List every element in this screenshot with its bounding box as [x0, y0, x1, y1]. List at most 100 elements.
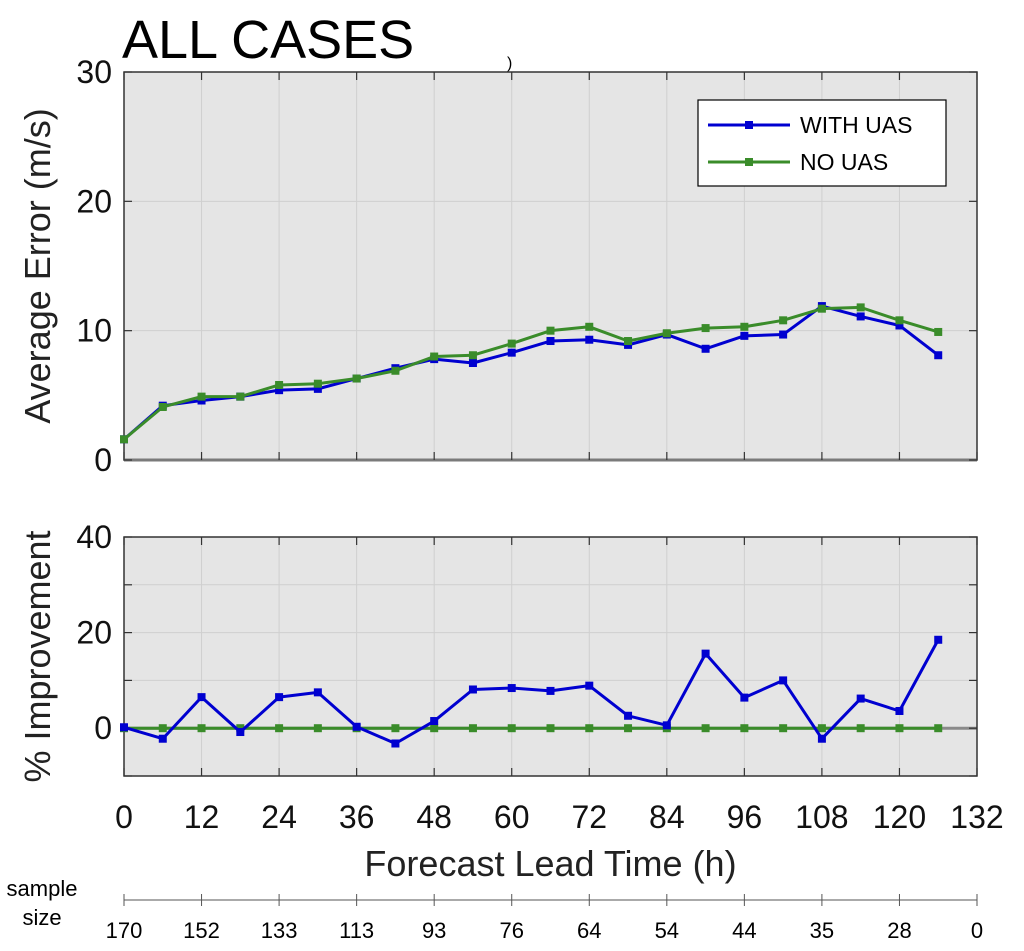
data-point-no-uas	[701, 724, 710, 733]
data-point-no-uas	[856, 724, 865, 733]
data-point-with-uas	[313, 688, 322, 697]
x-tick-label: 84	[649, 799, 685, 835]
sample-size-value: 76	[499, 918, 523, 943]
data-point-with-uas	[507, 348, 516, 357]
data-point-no-uas	[391, 366, 400, 375]
y-tick-label: 0	[94, 442, 112, 478]
y-axis-label: % Improvement	[17, 530, 58, 782]
legend-label-with-uas: WITH UAS	[800, 112, 912, 138]
data-point-with-uas	[352, 722, 361, 731]
data-point-with-uas	[895, 321, 904, 330]
data-point-no-uas	[391, 724, 400, 733]
sample-size-value: 170	[106, 918, 143, 943]
data-point-with-uas	[662, 721, 671, 730]
y-tick-label: 10	[76, 313, 112, 349]
y-axis-label: Average Error (m/s)	[17, 108, 58, 423]
data-point-with-uas	[275, 386, 284, 395]
data-point-with-uas	[856, 312, 865, 321]
x-tick-label: 120	[873, 799, 926, 835]
data-point-with-uas	[546, 337, 555, 346]
sample-size-value: 64	[577, 918, 601, 943]
data-point-with-uas	[779, 330, 788, 339]
data-point-no-uas	[275, 724, 284, 733]
chart-title: ALL CASES	[122, 10, 414, 70]
data-point-no-uas	[236, 392, 245, 401]
x-tick-label: 0	[115, 799, 133, 835]
data-point-no-uas	[856, 303, 865, 312]
axes-box	[123, 536, 978, 777]
series-line-with-uas	[123, 304, 940, 441]
x-tick-label: 48	[416, 799, 452, 835]
data-point-with-uas	[624, 711, 633, 720]
data-point-no-uas	[585, 724, 594, 733]
legend-label-no-uas: NO UAS	[800, 149, 888, 175]
x-tick-label: 96	[727, 799, 763, 835]
data-point-with-uas	[779, 676, 788, 685]
data-point-no-uas	[313, 724, 322, 733]
data-point-with-uas	[158, 734, 167, 743]
data-point-no-uas	[507, 339, 516, 348]
data-point-no-uas	[197, 724, 206, 733]
data-point-no-uas	[817, 724, 826, 733]
data-point-with-uas	[701, 649, 710, 658]
sample-size-axis: sample size 170 152 133 113 93 76 64 54 44 35 28 0	[7, 876, 984, 943]
data-point-no-uas	[275, 380, 284, 389]
data-point-no-uas	[197, 392, 206, 401]
data-point-with-uas	[895, 706, 904, 715]
data-point-with-uas	[275, 693, 284, 702]
y-tick-label: 0	[94, 710, 112, 746]
data-point-with-uas	[197, 693, 206, 702]
data-point-no-uas	[934, 724, 943, 733]
data-point-no-uas	[313, 379, 322, 388]
data-point-no-uas	[624, 337, 633, 346]
x-tick-label: 12	[184, 799, 220, 835]
data-point-with-uas	[430, 717, 439, 726]
legend-marker-with-uas	[745, 121, 753, 129]
data-point-no-uas	[779, 724, 788, 733]
x-tick-label: 60	[494, 799, 530, 835]
sample-size-value: 44	[732, 918, 756, 943]
data-point-no-uas	[740, 724, 749, 733]
data-point-with-uas	[740, 331, 749, 340]
data-point-with-uas	[507, 684, 516, 693]
y-tick-label: 20	[76, 183, 112, 219]
sample-size-value: 54	[655, 918, 679, 943]
data-point-with-uas	[934, 351, 943, 360]
data-point-no-uas	[430, 724, 439, 733]
data-point-with-uas	[468, 359, 477, 367]
data-point-no-uas	[120, 435, 128, 444]
sample-size-label-line1: sample	[7, 876, 78, 901]
data-point-no-uas	[817, 304, 826, 313]
average-error-panel: 0 10 20 30 Average Error (m/s) WITH UAS NO UAS	[17, 54, 978, 478]
data-point-no-uas	[701, 324, 710, 333]
data-point-no-uas	[895, 316, 904, 325]
y-tick-label: 20	[76, 615, 112, 651]
data-point-no-uas	[158, 402, 167, 411]
x-tick-label: 108	[795, 799, 848, 835]
y-tick-label: 40	[76, 519, 112, 555]
data-point-with-uas	[817, 734, 826, 743]
data-point-with-uas	[236, 728, 245, 737]
data-point-no-uas	[546, 326, 555, 335]
series-line-with-uas	[123, 639, 940, 745]
data-point-no-uas	[430, 352, 439, 361]
y-tick-label: 30	[76, 54, 112, 90]
data-point-no-uas	[934, 327, 943, 336]
x-tick-label: 36	[339, 799, 375, 835]
data-point-with-uas	[585, 681, 594, 690]
x-tick-label: 72	[571, 799, 607, 835]
series-line-no-uas	[123, 305, 939, 441]
x-tick-label: 132	[950, 799, 1003, 835]
data-point-with-uas	[468, 685, 477, 694]
data-point-with-uas	[856, 694, 865, 703]
data-point-no-uas	[468, 351, 477, 360]
data-point-no-uas	[352, 374, 361, 383]
data-point-no-uas	[624, 724, 633, 733]
data-point-with-uas	[120, 723, 128, 732]
sample-size-value: 35	[810, 918, 834, 943]
sample-size-value: 93	[422, 918, 446, 943]
stray-parenthesis: )	[507, 55, 512, 72]
improvement-panel: 0 20 40 0 12 24 36 48 60 72 84 96 108 120 132 Forecast …	[17, 519, 1004, 884]
sample-size-value: 113	[339, 918, 374, 943]
sample-size-label-line2: size	[22, 905, 61, 930]
